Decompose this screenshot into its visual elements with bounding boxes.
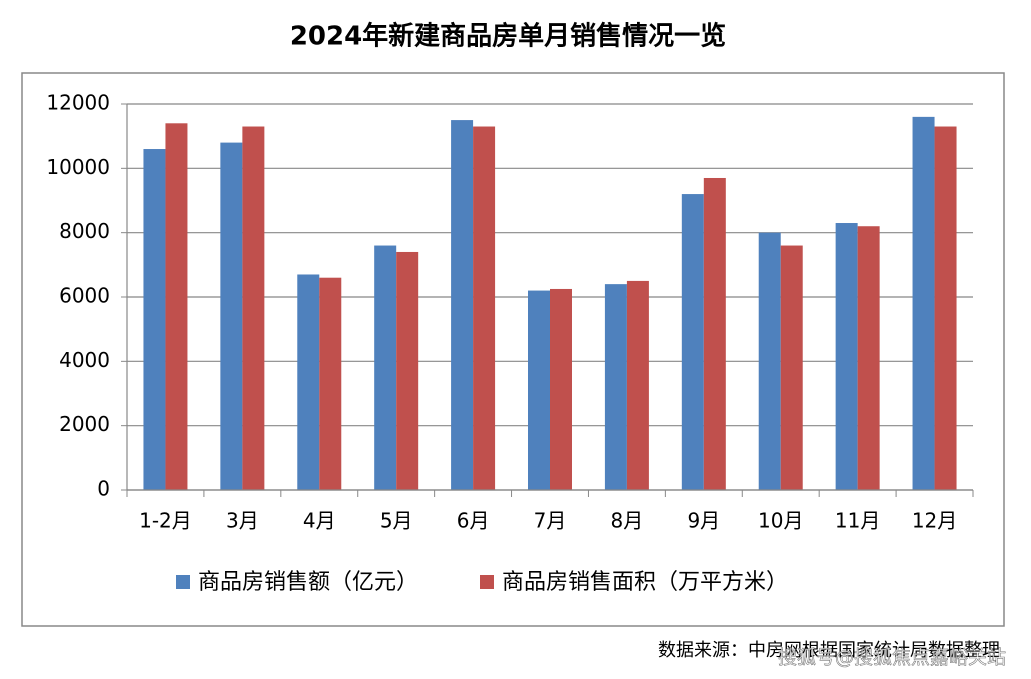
- x-tick-label: 5月: [380, 509, 413, 533]
- bar: [473, 126, 496, 491]
- legend-swatch: [480, 575, 494, 589]
- x-tick-label: 9月: [687, 509, 720, 533]
- bar: [604, 284, 627, 490]
- bar: [396, 251, 419, 490]
- bar: [143, 149, 166, 491]
- bar: [703, 177, 726, 490]
- bar: [451, 120, 474, 490]
- bar: [220, 142, 243, 490]
- watermark: 搜狐号@搜狐焦点嘉峪关站: [778, 647, 1006, 669]
- x-tick-label: 3月: [226, 509, 259, 533]
- bar: [912, 116, 935, 490]
- bar: [528, 290, 550, 490]
- bar: [857, 226, 880, 490]
- y-tick-label: 10000: [46, 155, 110, 179]
- bar: [758, 232, 781, 490]
- bar: [780, 245, 803, 490]
- bar: [550, 288, 572, 490]
- y-tick-label: 4000: [59, 348, 110, 372]
- bar: [297, 274, 320, 490]
- bar: [681, 194, 704, 491]
- y-tick-label: 6000: [59, 284, 110, 308]
- source-note: 数据来源：中房网根据国家统计局数据整理: [658, 640, 1000, 661]
- legend-swatch: [176, 575, 190, 589]
- x-tick-label: 7月: [534, 509, 567, 533]
- x-tick-label: 1-2月: [139, 509, 192, 533]
- x-tick-label: 8月: [611, 509, 644, 533]
- y-tick-label: 2000: [59, 412, 110, 436]
- bar: [165, 123, 188, 491]
- y-tick-label: 8000: [59, 219, 110, 243]
- bar: [626, 280, 649, 490]
- x-tick-label: 6月: [457, 509, 490, 533]
- bar: [934, 126, 957, 491]
- y-tick-label: 0: [97, 477, 110, 501]
- x-tick-label: 4月: [303, 509, 336, 533]
- legend-label: 商品房销售面积（万平方米）: [502, 570, 788, 595]
- bar: [319, 277, 342, 490]
- y-tick-label: 12000: [46, 91, 110, 115]
- x-tick-label: 10月: [758, 509, 803, 533]
- bar: [374, 245, 397, 490]
- chart-title: 2024年新建商品房单月销售情况一览: [290, 21, 726, 52]
- x-tick-label: 12月: [912, 509, 957, 533]
- x-tick-label: 11月: [835, 509, 880, 533]
- bar: [835, 223, 858, 490]
- legend-label: 商品房销售额（亿元）: [198, 570, 418, 595]
- bar: [242, 126, 265, 491]
